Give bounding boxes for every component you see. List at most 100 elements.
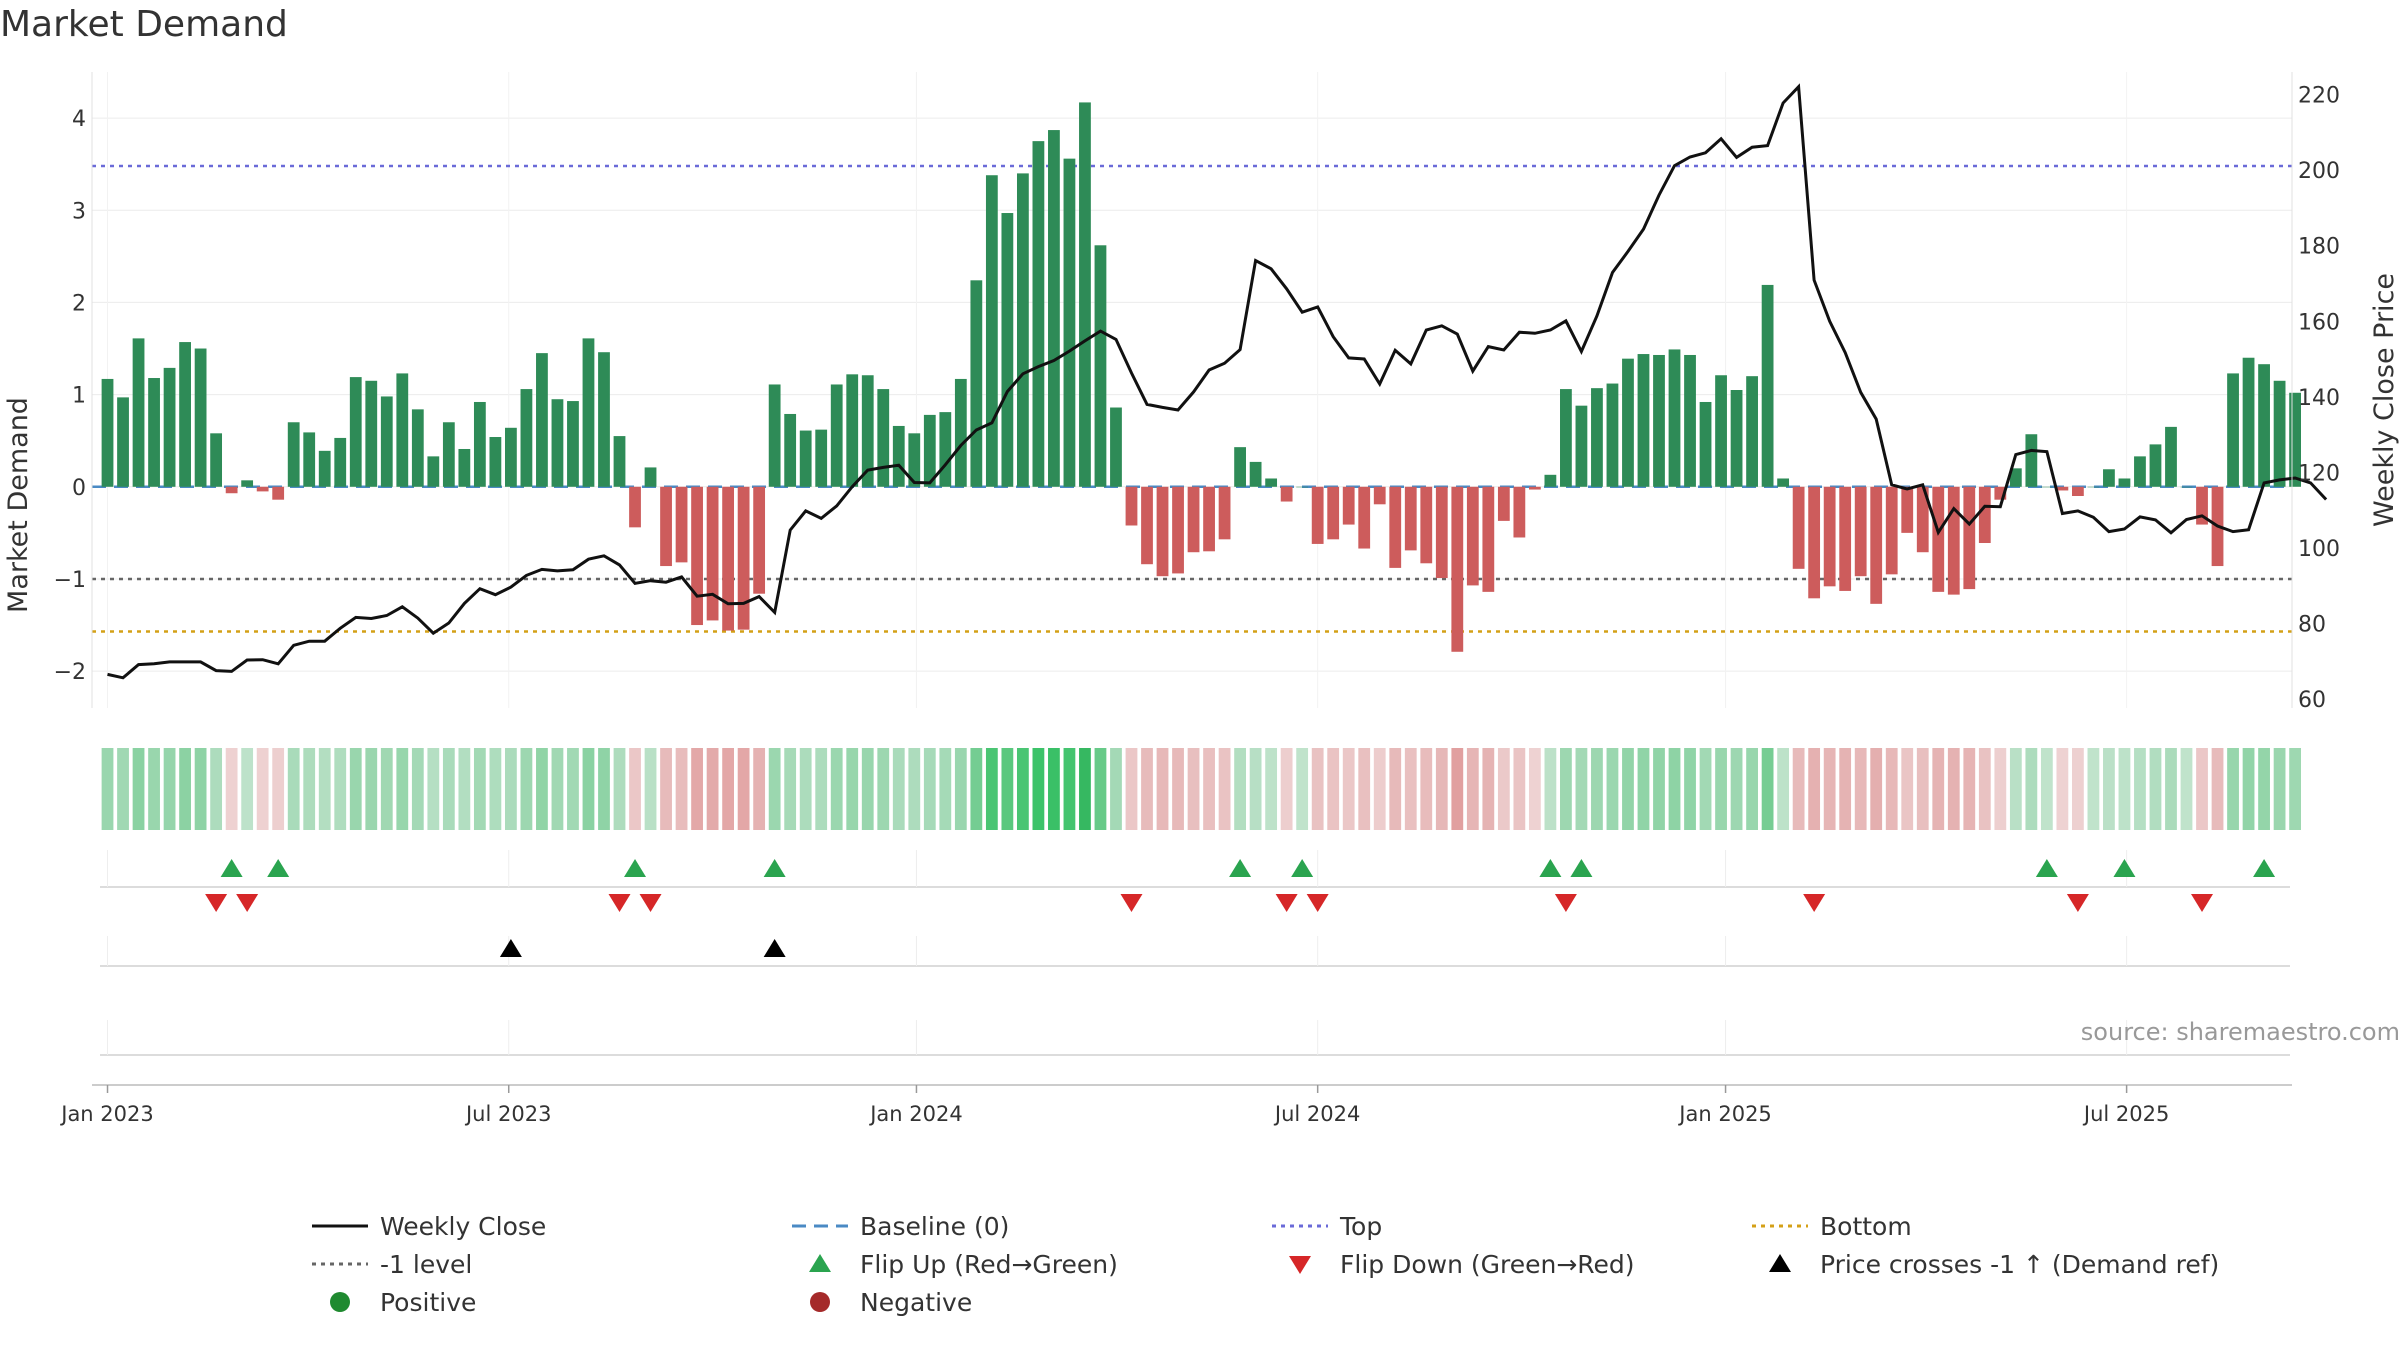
demand-bar	[1606, 383, 1619, 487]
strip-cell	[1978, 748, 1991, 830]
right-tick-label: 80	[2298, 612, 2326, 637]
strip-cell	[148, 748, 160, 830]
strip-cell	[396, 748, 409, 830]
flip-up-marker	[1570, 859, 1593, 877]
strip-cell	[1110, 748, 1122, 830]
demand-bar	[2118, 478, 2131, 487]
strip-cell	[660, 748, 672, 830]
demand-bar	[1653, 354, 1665, 487]
strip-cell	[1730, 748, 1743, 830]
strip-cell	[2009, 748, 2022, 830]
strip-cell	[380, 748, 393, 830]
strip-cell	[1653, 748, 1665, 830]
strip-cell	[923, 748, 936, 830]
strip-cell	[567, 748, 579, 830]
strip-cell	[520, 748, 533, 830]
legend-weekly-close: Weekly Close	[310, 1208, 546, 1244]
demand-bar	[1420, 486, 1433, 564]
demand-bar	[1466, 486, 1479, 586]
demand-bar	[194, 348, 207, 487]
strip-cell	[318, 748, 331, 830]
demand-bar	[1203, 486, 1215, 552]
right-tick-label: 220	[2298, 84, 2340, 109]
strip-cell	[1994, 748, 2007, 830]
flip-down-marker	[2191, 894, 2214, 912]
strip-cell	[1637, 748, 1650, 830]
strip-cell	[179, 748, 191, 830]
strip-cell	[489, 748, 502, 830]
price-cross-marker	[763, 939, 786, 957]
demand-bar	[1544, 474, 1557, 487]
flip-down-marker	[1554, 894, 1577, 912]
demand-bar	[675, 486, 688, 563]
demand-bar	[613, 436, 626, 487]
legend-bottom: Bottom	[1750, 1208, 1912, 1244]
demand-bar	[1435, 486, 1448, 579]
signal-panels	[100, 850, 2290, 1056]
left-tick-label: −2	[54, 660, 86, 685]
demand-bar	[1187, 486, 1200, 553]
strip-cell	[1404, 748, 1417, 830]
x-tick-label: Jul 2024	[1273, 1102, 1360, 1126]
demand-bar	[2242, 357, 2255, 487]
strip-cell	[1389, 748, 1402, 830]
strip-cell	[101, 748, 114, 830]
demand-bar	[2009, 468, 2022, 487]
demand-bar	[1761, 284, 1774, 487]
strip-cell	[1870, 748, 1883, 830]
strip-cell	[2180, 748, 2193, 830]
strip-cell	[1358, 748, 1371, 830]
legend-flip-down: Flip Down (Green→Red)	[1270, 1246, 1635, 1282]
strip-cell	[1172, 748, 1184, 830]
demand-bar	[1342, 486, 1355, 525]
strip-cell	[1218, 748, 1231, 830]
right-tick-label: 160	[2298, 310, 2340, 335]
strip-cell	[1606, 748, 1619, 830]
legend-positive: Positive	[310, 1284, 476, 1320]
demand-bar	[2180, 486, 2193, 488]
demand-bar	[1404, 486, 1417, 551]
demand-bar	[489, 437, 502, 487]
right-tick-label: 100	[2298, 537, 2340, 562]
demand-bar	[272, 486, 285, 500]
x-tick-label: Jan 2023	[59, 1102, 154, 1126]
strip-cell	[427, 748, 440, 830]
strip-cell	[1823, 748, 1836, 830]
demand-bar	[1172, 486, 1184, 574]
demand-bar	[753, 486, 766, 594]
demand-bar	[1668, 349, 1681, 487]
demand-bar	[2196, 486, 2208, 525]
strip-cell	[1141, 748, 1153, 830]
demand-bar	[536, 353, 548, 487]
circle-icon	[810, 1292, 830, 1312]
demand-bar	[784, 413, 797, 487]
strip-cell	[1932, 748, 1945, 830]
strip-cell	[1668, 748, 1681, 830]
strip-cell	[256, 748, 269, 830]
flip-down-marker	[1275, 894, 1298, 912]
strip-cell	[2103, 748, 2115, 830]
strip-cell	[1715, 748, 1727, 830]
strip-cell	[210, 748, 223, 830]
demand-bar	[567, 401, 579, 487]
strip-cell	[2149, 748, 2162, 830]
demand-bar	[101, 378, 114, 487]
strip-cell	[287, 748, 300, 830]
demand-bar	[970, 280, 983, 487]
demand-bar	[505, 427, 517, 487]
demand-bar	[644, 467, 657, 487]
demand-bar	[1048, 130, 1060, 487]
demand-bar	[1792, 486, 1805, 569]
strip-cell	[1048, 748, 1060, 830]
left-axis-label: Market Demand	[3, 397, 34, 613]
flip-down-marker	[639, 894, 662, 912]
flip-up-marker	[2113, 859, 2136, 877]
strip-cell	[1947, 748, 1960, 830]
left-tick-label: 4	[72, 107, 86, 132]
legend-negative: Negative	[790, 1284, 972, 1320]
strip-cell	[861, 748, 874, 830]
right-tick-label: 200	[2298, 159, 2340, 184]
strip-cell	[1079, 748, 1091, 830]
strip-cell	[2040, 748, 2053, 830]
legend-dash-icon	[792, 1224, 848, 1228]
